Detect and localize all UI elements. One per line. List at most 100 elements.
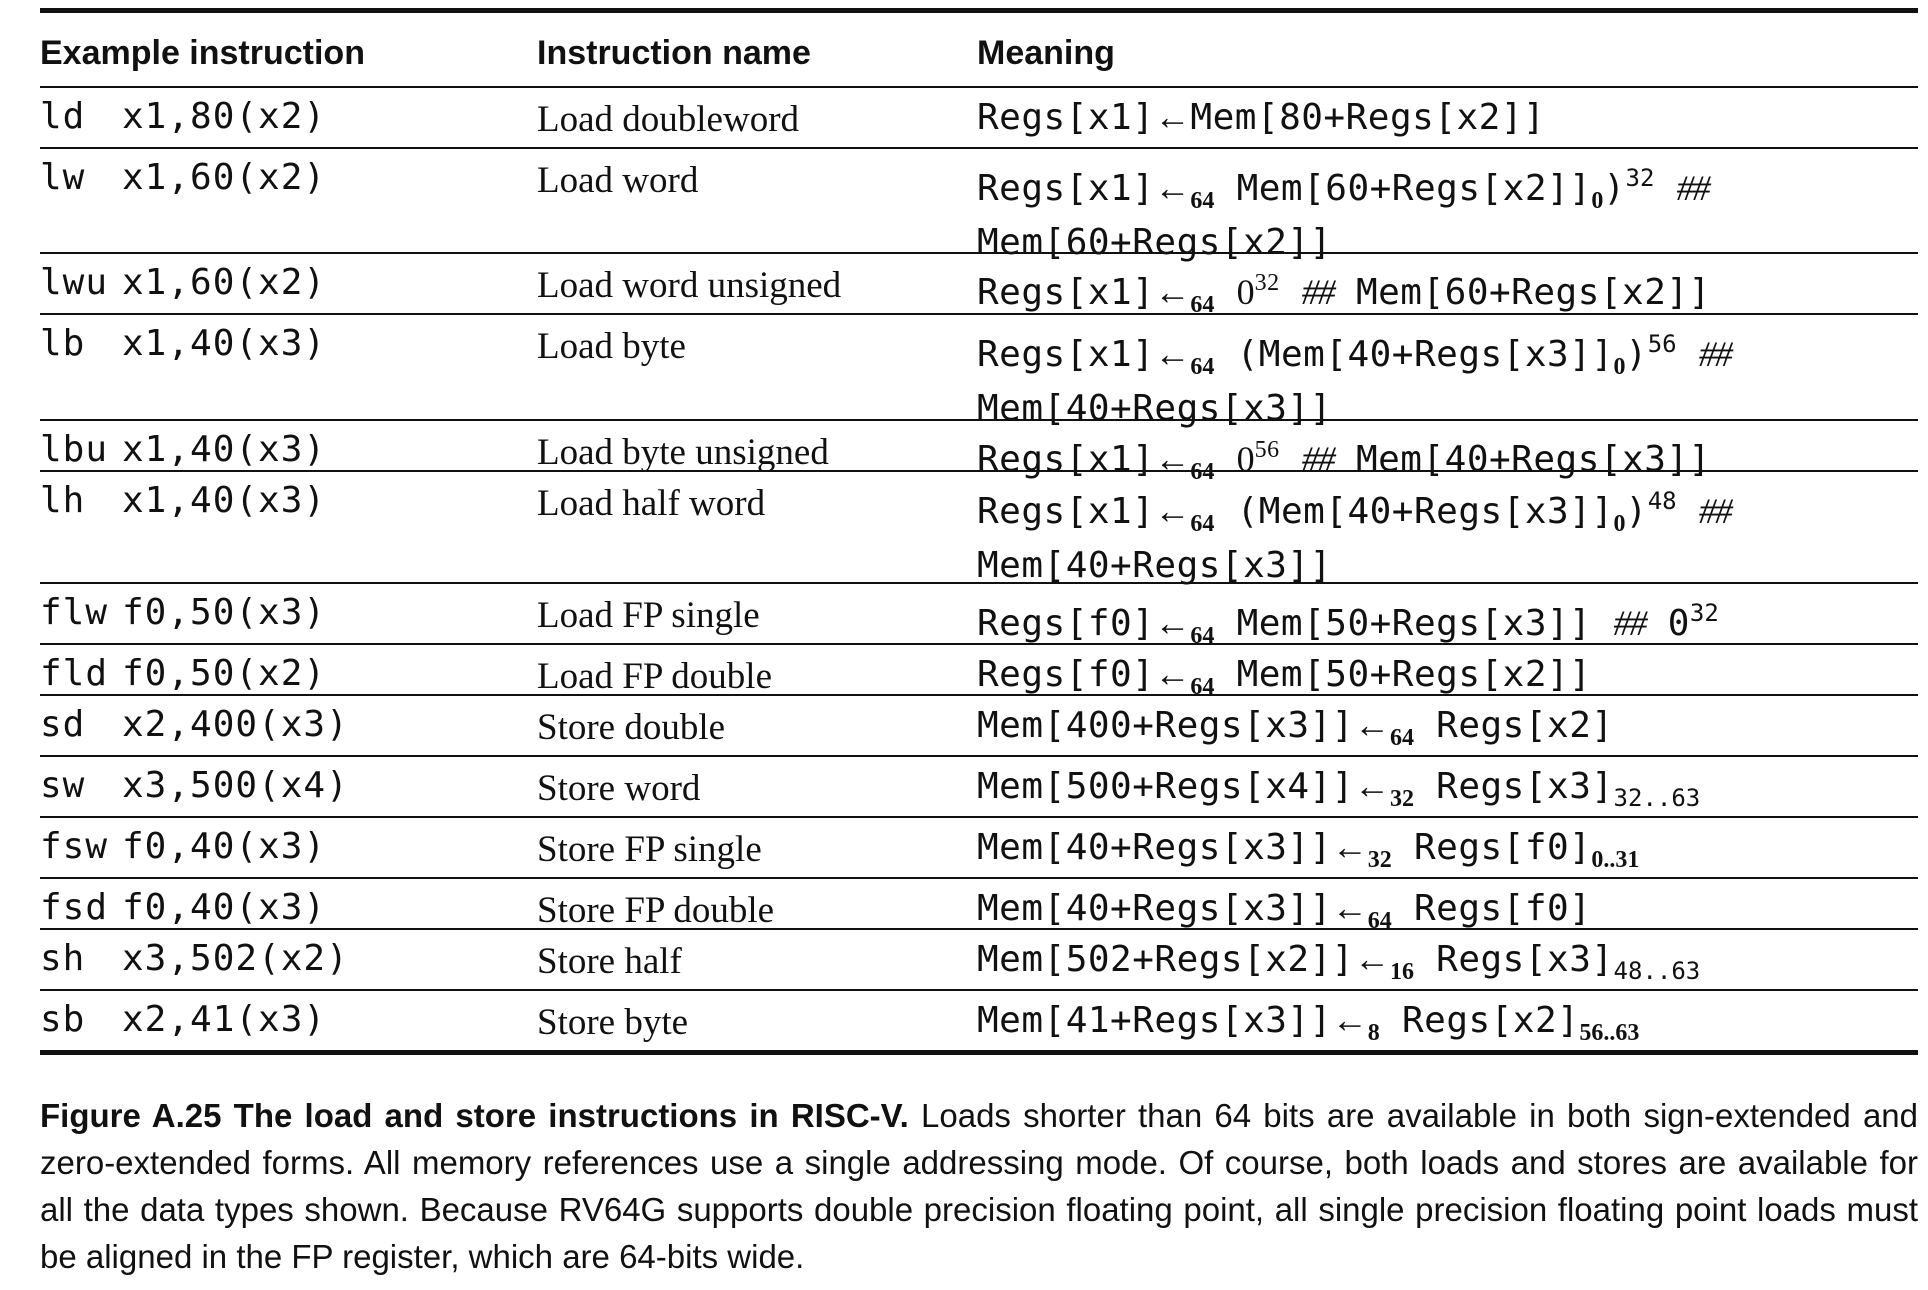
meaning-lhs: Mem[41+Regs[x3]] xyxy=(977,1000,1332,1041)
meaning-lhs: Mem[502+Regs[x2]] xyxy=(977,939,1354,980)
zero-bit: 0 xyxy=(1667,603,1690,644)
operands: x1,80(x2) xyxy=(122,96,327,137)
operands: f0,50(x2) xyxy=(122,653,327,694)
arrow: ← xyxy=(1154,168,1191,208)
opcode: fsw xyxy=(40,826,109,867)
operands: x3,502(x2) xyxy=(122,938,349,979)
meaning-rhs: Regs[f0] xyxy=(1413,827,1592,868)
width-subscript: 64 xyxy=(1367,908,1392,934)
table-row: lh x1,40(x3) Load half word Regs[x1]←64 (… xyxy=(40,472,1918,586)
arrow: ← xyxy=(1353,766,1390,806)
instruction-name: Load word xyxy=(537,160,699,201)
instruction-name: Load byte unsigned xyxy=(537,432,829,473)
meaning-rhs: Regs[x2] xyxy=(1401,1000,1580,1041)
meaning: Regs[x1]←64 (Mem[40+Regs[x3]]0)56 ## Mem… xyxy=(977,323,1733,430)
instruction-name: Store FP single xyxy=(537,829,762,870)
bit-subscript: 0 xyxy=(1613,354,1626,380)
operands: x1,60(x2) xyxy=(122,262,327,303)
example-instruction: lwu x1,60(x2) xyxy=(40,262,326,303)
replicate-superscript: 32 xyxy=(1689,599,1719,627)
meaning: Mem[500+Regs[x4]]←32 Regs[x3]32..63 xyxy=(977,765,1700,820)
example-instruction: sw x3,500(x4) xyxy=(40,765,349,806)
example-instruction: lbu x1,40(x3) xyxy=(40,429,326,470)
opcode: ld xyxy=(40,96,86,137)
instruction-name: Load byte xyxy=(537,326,686,367)
arrow: ← xyxy=(1331,827,1368,867)
figure-caption: Figure A.25 The load and store instructi… xyxy=(40,1092,1918,1280)
meaning-rhs: Mem[40+Regs[x3]] xyxy=(1355,439,1711,480)
meaning-rhs: Mem[50+Regs[x3]] xyxy=(1236,603,1592,644)
header-instruction-name: Instruction name xyxy=(537,34,811,72)
header-meaning: Meaning xyxy=(977,34,1115,72)
operands: x1,40(x3) xyxy=(122,323,327,364)
table-row: fld f0,50(x2) Load FP double Regs[f0]←64 … xyxy=(40,645,1918,700)
instruction-name: Load doubleword xyxy=(537,99,800,140)
header-rule xyxy=(40,86,1918,88)
table-row: sw x3,500(x4) Store word Mem[500+Regs[x4]… xyxy=(40,757,1918,818)
meaning-lhs: Regs[f0] xyxy=(977,654,1155,695)
table-row: fsw f0,40(x3) Store FP single Mem[40+Regs… xyxy=(40,818,1918,879)
arrow: ← xyxy=(1154,97,1191,137)
table-top-rule xyxy=(40,8,1918,13)
operands: x3,500(x4) xyxy=(122,765,349,806)
example-instruction: fsd f0,40(x3) xyxy=(40,887,326,928)
example-instruction: lw x1,60(x2) xyxy=(40,157,326,198)
meaning-lhs: Regs[x1] xyxy=(977,334,1155,375)
zero-bit: 0 xyxy=(1236,272,1255,312)
example-instruction: sh x3,502(x2) xyxy=(40,938,349,979)
bit-subscript: 0 xyxy=(1591,188,1604,214)
opcode: sh xyxy=(40,938,86,979)
meaning: Regs[x1]←64 056 ## Mem[40+Regs[x3]] xyxy=(977,429,1711,493)
meaning-rhs: Mem[40+Regs[x3]] xyxy=(1258,491,1614,532)
arrow: ← xyxy=(1154,491,1191,531)
meaning-lhs: Regs[f0] xyxy=(977,603,1155,644)
example-instruction: flw f0,50(x3) xyxy=(40,592,326,633)
meaning-line2: Mem[40+Regs[x3]] xyxy=(977,545,1332,586)
operands: x2,41(x3) xyxy=(122,999,327,1040)
width-subscript: 32 xyxy=(1389,786,1414,812)
close-paren: ) xyxy=(1625,334,1648,375)
operands: f0,40(x3) xyxy=(122,887,327,928)
meaning: Regs[f0]←64 Mem[50+Regs[x3]] ## 032 xyxy=(977,592,1719,657)
meaning-lhs: Mem[40+Regs[x3]] xyxy=(977,827,1332,868)
opcode: sb xyxy=(40,999,86,1040)
arrow: ← xyxy=(1353,939,1390,979)
instruction-name: Store byte xyxy=(537,1002,689,1043)
example-instruction: fld f0,50(x2) xyxy=(40,653,326,694)
arrow: ← xyxy=(1154,603,1191,643)
meaning-rhs: Mem[60+Regs[x2]] xyxy=(1236,168,1592,209)
meaning: Regs[x1]←64 032 ## Mem[60+Regs[x2]] xyxy=(977,262,1711,326)
meaning-lhs: Regs[x1] xyxy=(977,491,1155,532)
meaning: Mem[40+Regs[x3]]←32 Regs[f0]0..31 xyxy=(977,826,1639,881)
meaning-line2: Mem[40+Regs[x3]] xyxy=(977,388,1332,429)
table-row: sd x2,400(x3) Store double Mem[400+Regs[x… xyxy=(40,696,1918,757)
meaning: Mem[400+Regs[x3]]←64 Regs[x2] xyxy=(977,704,1614,759)
opcode: lh xyxy=(40,480,86,521)
meaning: Regs[f0]←64 Mem[50+Regs[x2]] xyxy=(977,653,1591,708)
meaning-rhs: Regs[x3] xyxy=(1436,939,1614,980)
meaning-rhs: Mem[80+Regs[x2]] xyxy=(1190,97,1546,138)
meaning-rhs: Regs[x3] xyxy=(1436,766,1614,807)
table-row: flw f0,50(x3) Load FP single Regs[f0]←64 … xyxy=(40,584,1918,649)
arrow: ← xyxy=(1154,272,1191,312)
meaning-rhs: Mem[60+Regs[x2]] xyxy=(1355,272,1711,313)
concat-operator: ## xyxy=(1301,439,1336,479)
table-row: lw x1,60(x2) Load word Regs[x1]←64 Mem[60… xyxy=(40,149,1918,263)
width-subscript: 64 xyxy=(1190,459,1215,485)
meaning-lhs: Regs[x1] xyxy=(977,439,1155,480)
table-row: fsd f0,40(x3) Store FP double Mem[40+Regs… xyxy=(40,879,1918,934)
concat-operator: ## xyxy=(1613,603,1648,643)
replicate-superscript: 32 xyxy=(1625,164,1655,192)
meaning-lhs: Regs[x1] xyxy=(977,272,1155,313)
width-subscript: 64 xyxy=(1389,725,1414,751)
meaning: Mem[502+Regs[x2]]←16 Regs[x3]48..63 xyxy=(977,938,1700,993)
meaning-rhs: Regs[f0] xyxy=(1413,888,1592,929)
close-paren: ) xyxy=(1625,491,1648,532)
opcode: lb xyxy=(40,323,86,364)
width-subscript: 64 xyxy=(1190,511,1215,537)
example-instruction: fsw f0,40(x3) xyxy=(40,826,326,867)
meaning: Mem[41+Regs[x3]]←8 Regs[x2]56..63 xyxy=(977,999,1639,1054)
example-instruction: ld x1,80(x2) xyxy=(40,96,326,137)
meaning: Regs[x1]←64 Mem[60+Regs[x2]]0)32 ## Mem[… xyxy=(977,157,1711,264)
bit-range-subscript: 32..63 xyxy=(1613,784,1701,812)
